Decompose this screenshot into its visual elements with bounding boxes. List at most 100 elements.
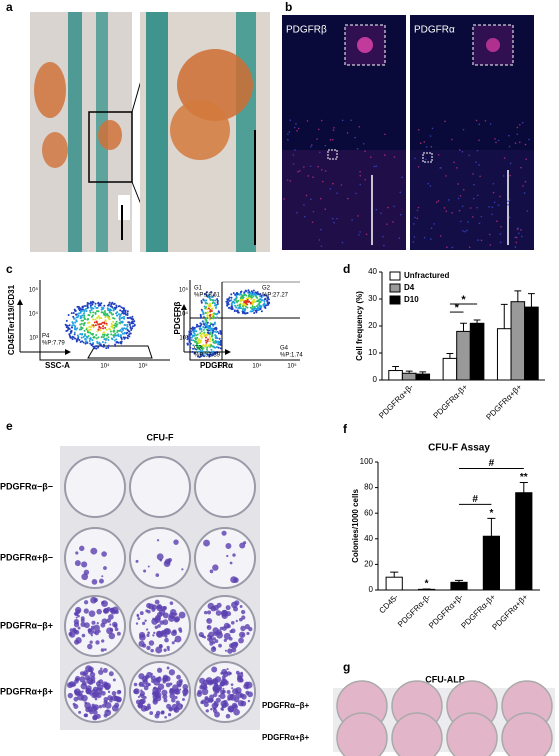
error-bar (500, 303, 508, 329)
speckle (427, 182, 430, 185)
event (95, 310, 98, 313)
event (64, 323, 67, 326)
event (97, 301, 100, 304)
colony (233, 697, 240, 703)
speckle (459, 194, 462, 197)
colony (106, 627, 114, 635)
colony (223, 632, 231, 640)
speckle (509, 174, 512, 177)
colony (220, 678, 228, 685)
event (191, 350, 194, 353)
event (225, 300, 228, 303)
colony (222, 689, 226, 694)
fluorescence (282, 15, 534, 250)
event (98, 341, 101, 344)
colony (116, 631, 121, 636)
event (211, 335, 214, 338)
event (115, 320, 118, 323)
colony (133, 689, 139, 695)
event (203, 305, 206, 308)
event (90, 324, 93, 327)
colony (90, 547, 98, 555)
event (228, 299, 231, 302)
channel-label: PDGFRβ (286, 25, 327, 36)
event (100, 323, 103, 326)
event (196, 336, 199, 339)
colony (226, 690, 231, 694)
event (80, 319, 83, 322)
speckle (508, 199, 511, 202)
event (75, 313, 78, 316)
event (238, 306, 241, 309)
colony (79, 671, 85, 676)
speckle (414, 216, 416, 219)
event (117, 313, 120, 316)
speckle (528, 138, 530, 141)
event (246, 306, 249, 309)
event (211, 313, 214, 316)
colony (112, 678, 116, 682)
panel-label: b (285, 0, 292, 14)
speckle (492, 183, 495, 185)
event (199, 314, 202, 317)
speckle (393, 156, 396, 158)
colony (114, 627, 119, 632)
event (193, 332, 196, 335)
event (186, 335, 189, 338)
event (236, 304, 239, 307)
colony (95, 640, 100, 645)
panel-label: f (343, 422, 348, 436)
speckle (299, 170, 301, 172)
event (259, 293, 262, 296)
event (126, 313, 129, 316)
speckle (384, 133, 386, 136)
colony (181, 568, 184, 571)
colony (231, 601, 238, 609)
colony (86, 689, 92, 695)
colony (108, 671, 114, 677)
speckle (480, 215, 483, 218)
event (190, 336, 193, 339)
well (194, 456, 256, 518)
event (207, 332, 210, 335)
event (204, 301, 207, 304)
event (122, 336, 125, 339)
colony (237, 700, 245, 707)
event (92, 324, 95, 327)
event (205, 299, 208, 302)
event (196, 342, 199, 345)
speckle (462, 230, 464, 232)
colony (240, 609, 246, 615)
error-bar (528, 293, 535, 308)
colony (160, 710, 165, 715)
event (95, 345, 98, 348)
colony (87, 643, 93, 650)
colony (155, 573, 160, 577)
tick-label: 10⁵ (138, 363, 148, 370)
colony (84, 701, 88, 705)
event (205, 294, 208, 297)
colony (209, 698, 214, 703)
colony (207, 625, 210, 628)
colony (171, 698, 176, 703)
gate-label: %P:18.61 (194, 293, 221, 299)
event (219, 330, 222, 333)
colony (150, 648, 154, 653)
speckle (380, 212, 382, 214)
speckle (392, 221, 394, 223)
speckle (416, 209, 419, 212)
colony (100, 648, 105, 652)
colony (101, 600, 108, 608)
event (104, 338, 107, 341)
event (207, 338, 210, 341)
colony (156, 630, 163, 637)
error-bar (519, 481, 528, 493)
colony (94, 697, 98, 701)
event (87, 314, 90, 317)
speckle (518, 232, 520, 235)
colony (205, 709, 209, 713)
colony (226, 554, 229, 558)
event (83, 310, 86, 313)
colony (89, 640, 93, 644)
event (202, 353, 205, 356)
